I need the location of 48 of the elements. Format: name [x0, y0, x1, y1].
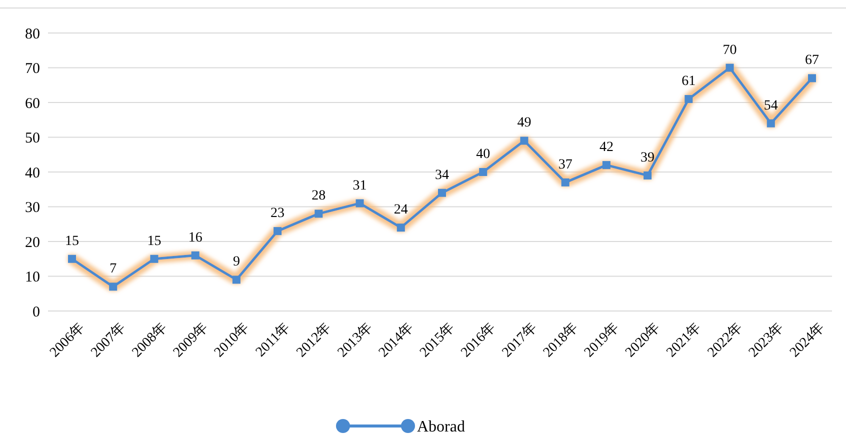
point [726, 64, 734, 72]
point [232, 276, 240, 284]
data-label: 7 [110, 262, 117, 277]
point [561, 178, 570, 186]
data-label: 15 [147, 234, 162, 249]
y-tick-label: 20 [25, 234, 40, 251]
data-label: 67 [805, 53, 819, 68]
point [356, 199, 364, 208]
point [602, 161, 610, 170]
y-tick-label: 0 [32, 304, 40, 320]
data-label: 34 [435, 168, 449, 183]
data-label: 61 [682, 74, 696, 90]
y-tick-label: 50 [25, 130, 40, 146]
legend-label: Aborad [417, 418, 465, 436]
point [684, 95, 693, 104]
y-tick-label: 10 [25, 270, 40, 286]
point [479, 168, 488, 176]
data-label: 15 [65, 234, 79, 249]
y-tick-label: 70 [25, 61, 40, 77]
data-label: 31 [352, 178, 367, 194]
point [766, 119, 775, 128]
point [438, 188, 446, 197]
data-label: 40 [476, 147, 490, 162]
y-tick-label: 30 [25, 200, 40, 216]
point [150, 254, 158, 263]
point [808, 74, 816, 82]
data-label: 23 [270, 206, 285, 222]
point [191, 251, 200, 260]
data-label: 28 [312, 188, 326, 204]
point [396, 224, 405, 232]
data-label: 37 [558, 157, 572, 172]
point [520, 136, 528, 145]
data-label: 39 [640, 150, 655, 166]
point [68, 254, 76, 263]
data-label: 24 [394, 202, 408, 218]
data-label: 42 [599, 140, 614, 156]
point [109, 282, 118, 291]
y-tick-label: 80 [25, 26, 40, 42]
point [644, 171, 652, 180]
y-tick-label: 40 [25, 165, 40, 182]
data-label: 9 [232, 254, 240, 270]
data-label: 54 [764, 98, 778, 114]
y-tick-label: 60 [25, 96, 40, 112]
data-label: 16 [188, 230, 202, 246]
point [274, 227, 282, 236]
data-label: 70 [722, 42, 737, 58]
data-label: 49 [517, 116, 532, 131]
point [314, 210, 323, 218]
